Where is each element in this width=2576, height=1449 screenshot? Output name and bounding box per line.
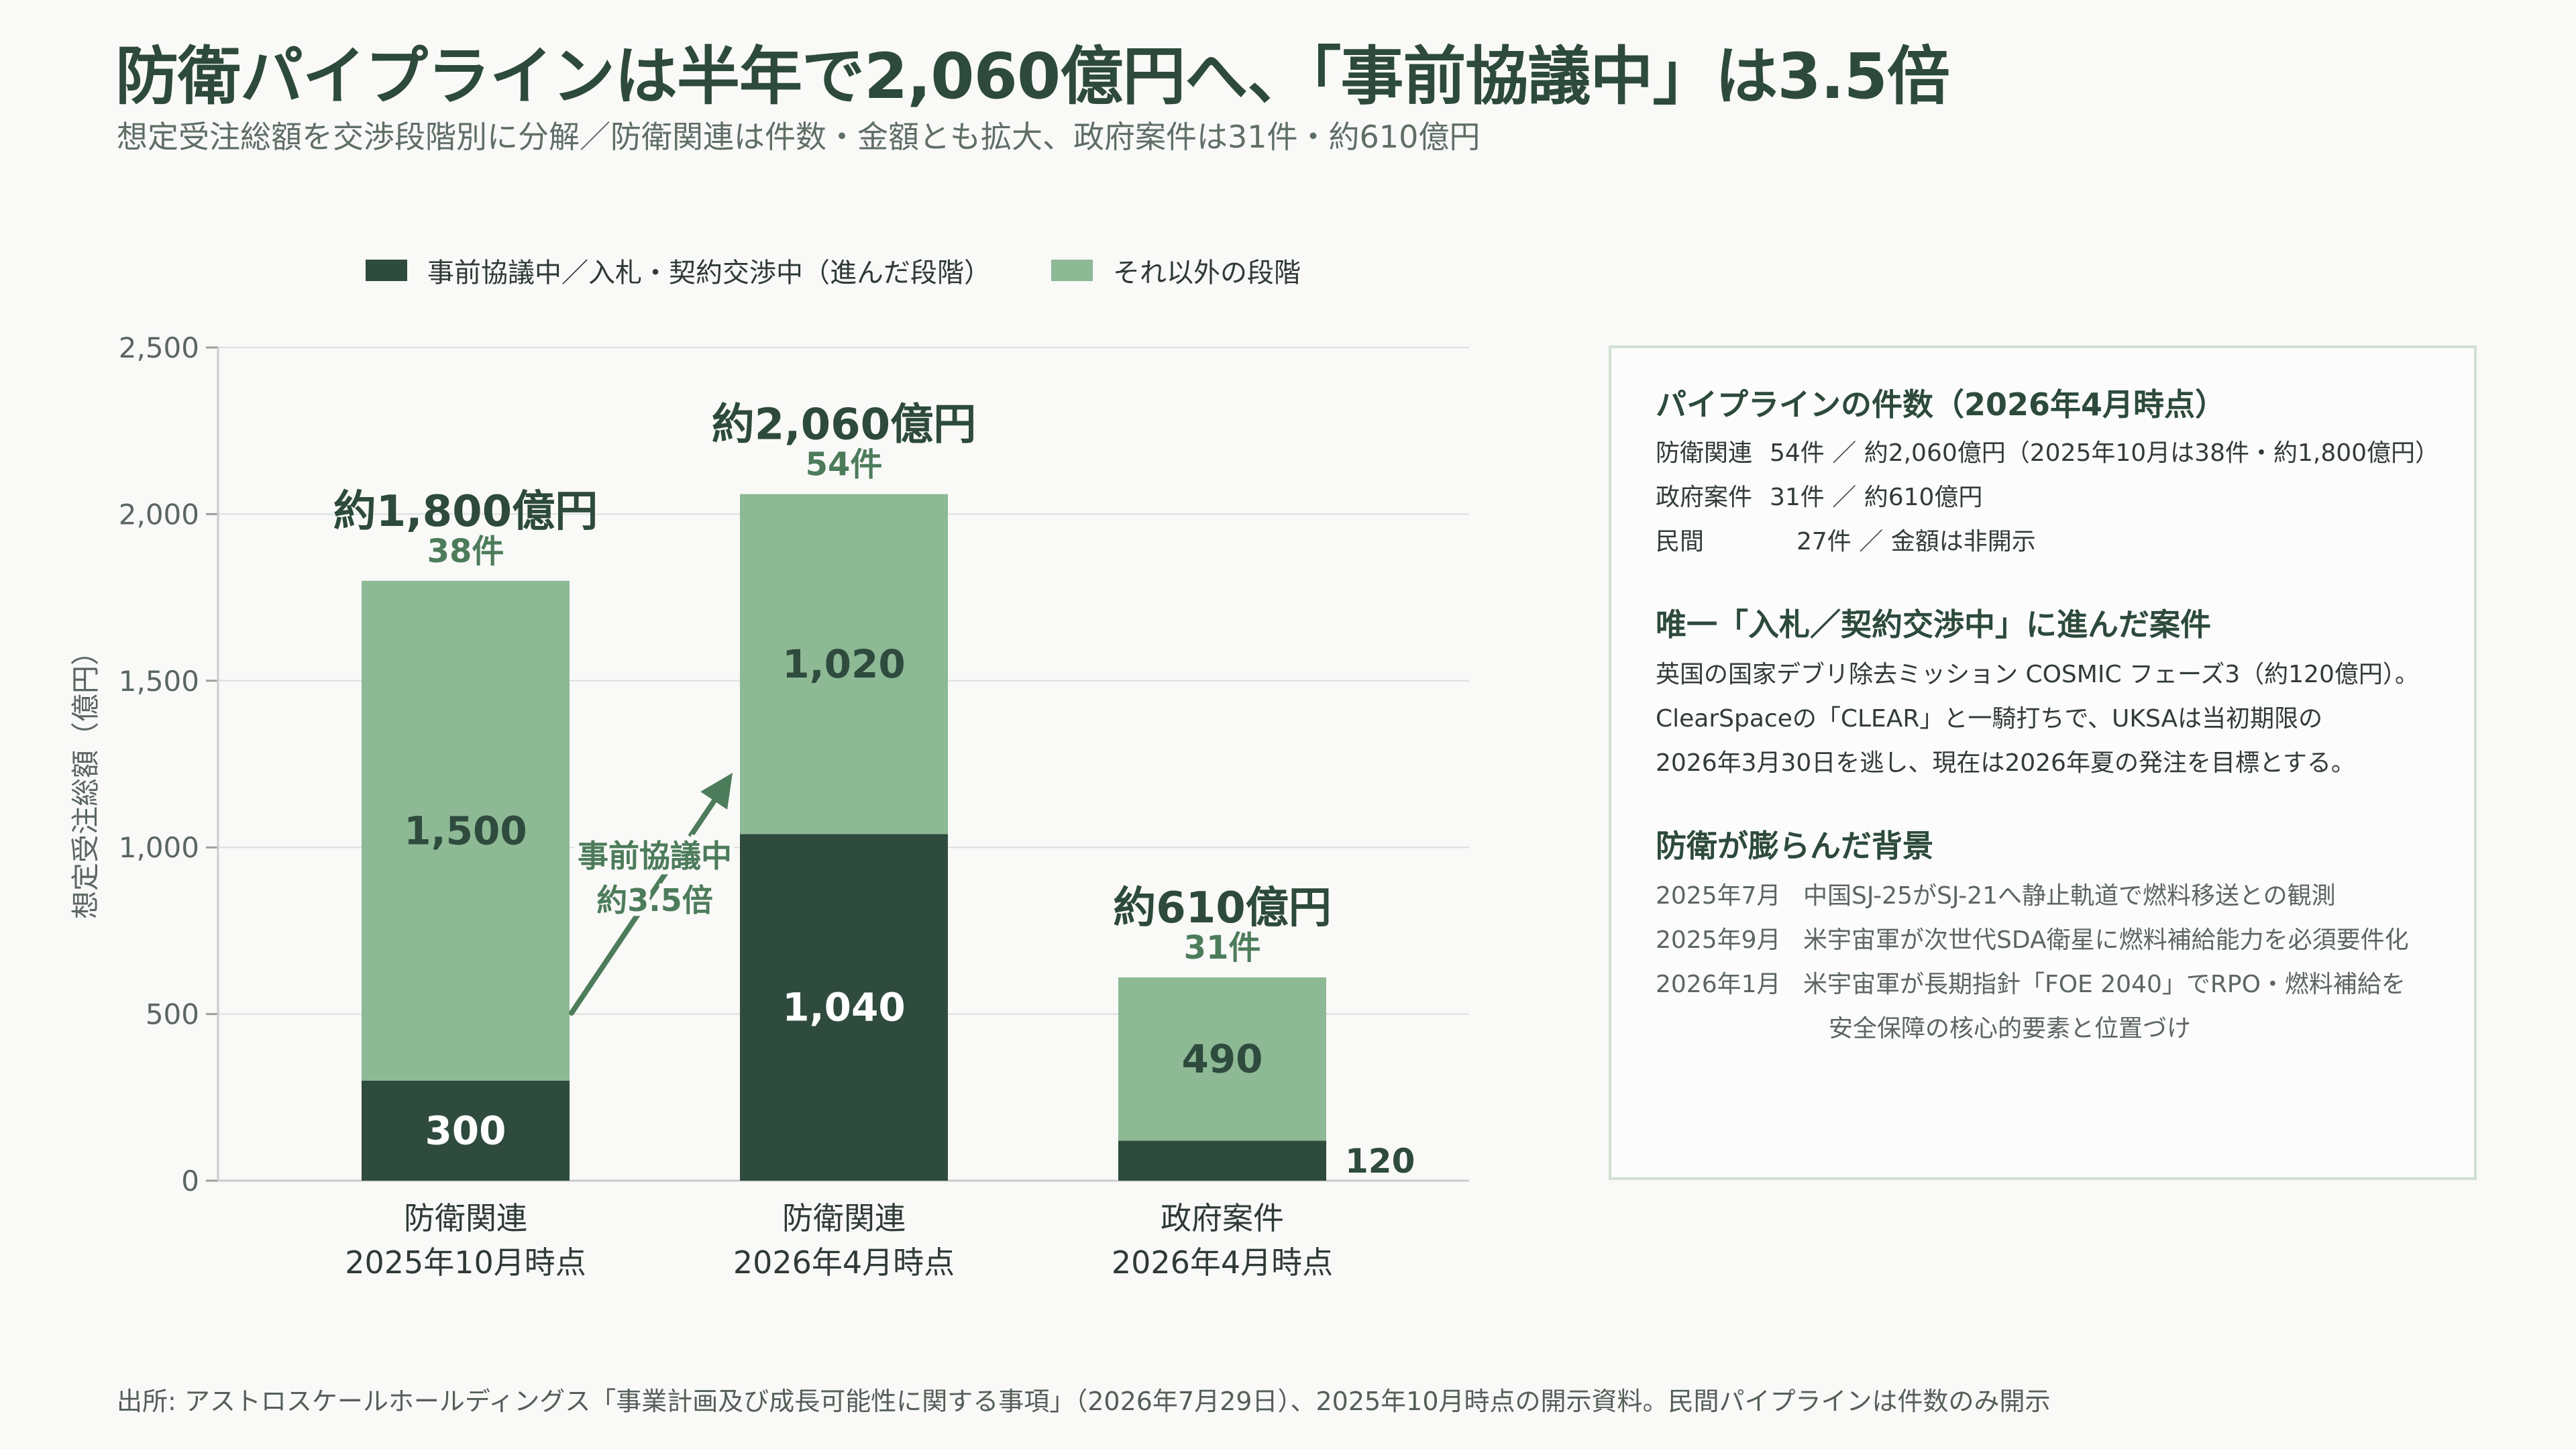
pipeline-row-value: 31件 ／ 約610億円 (1770, 484, 1983, 511)
x-category-label: 防衛関連 (782, 1200, 906, 1236)
background-section: 防衛が膨らんだ背景 2025年7月 中国SJ-25がSJ-21へ静止軌道で燃料移… (1656, 822, 2454, 1051)
event-text: 米宇宙軍が長期指針「FOE 2040」でRPO・燃料補給を (1803, 971, 2406, 998)
bar-count-label: 54件 (806, 446, 883, 484)
timeline-event: 2025年9月 米宇宙軍が次世代SDA衛星に燃料補給能力を必須要件化 (1656, 918, 2454, 963)
bar-segment-other (740, 494, 948, 835)
cosmic-heading: 唯一「入札／契約交渉中」に進んだ案件 (1656, 606, 2211, 643)
pipeline-row: 政府案件 31件 ／ 約610億円 (1656, 476, 2454, 520)
event-date: 2026年1月 (1656, 971, 1781, 998)
legend-swatch-advanced (366, 260, 407, 281)
bar-total-label: 約610億円 (1113, 883, 1332, 933)
y-tick-label: 1,500 (119, 665, 199, 698)
event-text: 中国SJ-25がSJ-21へ静止軌道で燃料移送との観測 (1803, 882, 2336, 910)
pipeline-row-label: 防衛関連 (1656, 439, 1753, 467)
pipeline-row-label: 民間 (1656, 528, 1705, 555)
segment-label-other: 1,020 (782, 641, 905, 687)
y-axis-title: 想定受注総額（億円） (69, 637, 102, 919)
y-tick-label: 1,000 (119, 831, 199, 864)
bar-total-label: 約1,800億円 (333, 487, 598, 537)
legend-item-other: それ以外の段階 (1051, 251, 1301, 290)
bar-count-label: 38件 (427, 533, 504, 570)
source-note: 出所: アストロスケールホールディングス「事業計画及び成長可能性に関する事項」（… (117, 1387, 2051, 1416)
event-date: 2025年9月 (1656, 926, 1781, 954)
pipeline-count-section: パイプラインの件数（2026年4月時点） 防衛関連 54件 ／ 約2,060億円… (1656, 380, 2454, 564)
pipeline-count-heading: パイプラインの件数（2026年4月時点） (1656, 386, 2226, 423)
y-tick-label: 0 (181, 1165, 199, 1197)
event-text: 米宇宙軍が次世代SDA衛星に燃料補給能力を必須要件化 (1803, 926, 2409, 954)
x-category-sublabel: 2026年4月時点 (1112, 1244, 1333, 1281)
pipeline-row-label: 政府案件 (1656, 484, 1753, 511)
stacked-bar-chart: 0 500 1,000 1,500 2,000 2,500 想定受注総額（億円） 1,500 3… (69, 331, 1469, 1281)
timeline-event: 2026年1月 米宇宙軍が長期指針「FOE 2040」でRPO・燃料補給を (1656, 963, 2454, 1007)
segment-label-advanced: 120 (1345, 1142, 1415, 1181)
bar-segment-advanced (1118, 1140, 1326, 1181)
y-tick-label: 500 (146, 998, 199, 1031)
chart-legend: 事前協議中／入札・契約交渉中（進んだ段階） それ以外の段階 (366, 251, 1361, 290)
segment-label-other: 490 (1181, 1036, 1263, 1082)
annotation-arrow-head (700, 773, 733, 810)
bar-count-label: 31件 (1184, 929, 1261, 967)
page-title: 防衛パイプラインは半年で2,060億円へ、「事前協議中」は3.5倍 (115, 40, 1950, 113)
segment-label-advanced: 1,040 (782, 985, 905, 1030)
x-category-sublabel: 2026年4月時点 (733, 1244, 955, 1281)
page-subtitle: 想定受注総額を交渉段階別に分解／防衛関連は件数・金額とも拡大、政府案件は31件・… (117, 119, 1481, 155)
segment-label-advanced: 300 (425, 1108, 506, 1153)
background-heading: 防衛が膨らんだ背景 (1656, 828, 1933, 864)
annotation-label: 事前協議中 (578, 838, 732, 874)
x-category-label: 政府案件 (1161, 1200, 1284, 1236)
event-text-continuation: 安全保障の核心的要素と位置づけ (1829, 1015, 2192, 1042)
cosmic-text-line: 英国の国家デブリ除去ミッション COSMIC フェーズ3（約120億円）。 (1656, 661, 2419, 688)
legend-item-advanced: 事前協議中／入札・契約交渉中（進んだ段階） (366, 251, 991, 290)
cosmic-text-line: ClearSpaceの「CLEAR」と一騎打ちで、UKSAは当初期限の (1656, 705, 2323, 733)
legend-label-advanced: 事前協議中／入札・契約交渉中（進んだ段階） (427, 258, 991, 288)
bar-total-label: 約2,060億円 (712, 400, 976, 450)
bar-segment-advanced (740, 834, 948, 1181)
legend-label-other: それ以外の段階 (1113, 258, 1301, 288)
x-category-label: 防衛関連 (404, 1200, 527, 1236)
bar-segment-other (362, 580, 570, 1081)
timeline-event: 2025年7月 中国SJ-25がSJ-21へ静止軌道で燃料移送との観測 (1656, 874, 2454, 918)
y-tick-label: 2,000 (119, 498, 199, 531)
annotation-arrow-shaft (569, 785, 726, 1016)
x-category-sublabel: 2025年10月時点 (345, 1244, 586, 1281)
pipeline-row: 民間 27件 ／ 金額は非開示 (1656, 520, 2454, 564)
cosmic-text-line: 2026年3月30日を逃し、現在は2026年夏の発注を目標とする。 (1656, 749, 2355, 777)
pipeline-row: 防衛関連 54件 ／ 約2,060億円（2025年10月は38件・約1,800億… (1656, 431, 2454, 476)
event-date: 2025年7月 (1656, 882, 1781, 910)
bar-segment-advanced (362, 1080, 570, 1181)
cosmic-section: 唯一「入札／契約交渉中」に進んだ案件 英国の国家デブリ除去ミッション COSMI… (1656, 600, 2454, 786)
legend-swatch-other (1051, 260, 1093, 281)
info-panel: パイプラインの件数（2026年4月時点） 防衛関連 54件 ／ 約2,060億円… (1609, 345, 2477, 1180)
y-tick-label: 2,500 (119, 331, 199, 364)
segment-label-other: 1,500 (404, 808, 527, 853)
pipeline-row-value: 54件 ／ 約2,060億円（2025年10月は38件・約1,800億円） (1770, 439, 2440, 467)
pipeline-row-value: 27件 ／ 金額は非開示 (1796, 528, 2036, 555)
bar-segment-other (1118, 977, 1326, 1141)
annotation-label: 約3.5倍 (596, 882, 713, 918)
